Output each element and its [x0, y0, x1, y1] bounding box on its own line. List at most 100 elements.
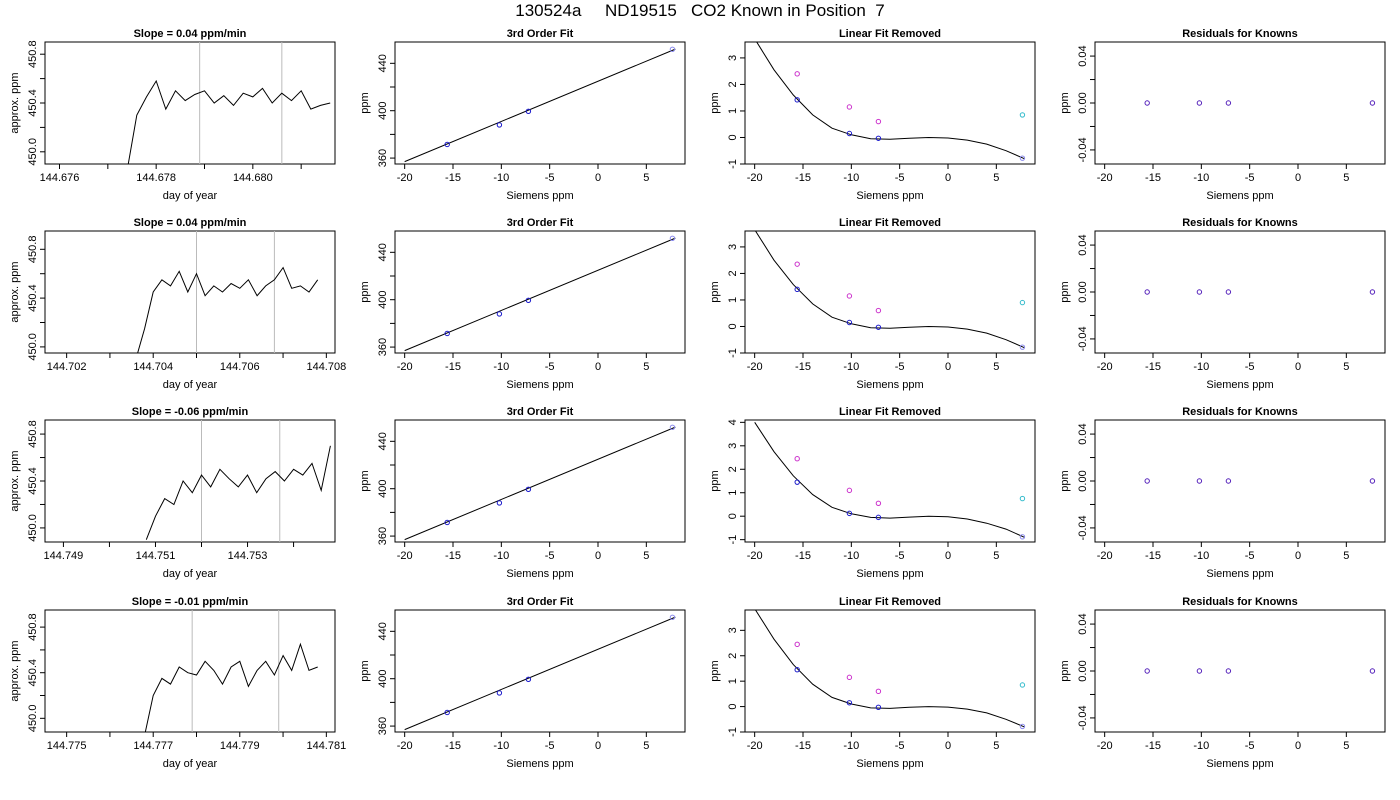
- data-point: [1225, 668, 1232, 674]
- x-tick-label: -15: [1145, 550, 1161, 562]
- data-point: [875, 307, 882, 314]
- x-tick-label: 5: [1343, 361, 1349, 373]
- x-tick-label: 5: [1343, 172, 1349, 184]
- chart-panel: Slope = -0.01 ppm/min 144.775 144.777 144.7…: [9, 596, 346, 770]
- x-tick-label: -15: [795, 361, 811, 373]
- y-axis-label: ppm: [359, 660, 371, 681]
- y-tick-label: 4: [727, 419, 739, 425]
- x-tick-label: 0: [1295, 550, 1301, 562]
- plot-content: [754, 422, 1025, 538]
- plot-area: Residuals for Knowns -20 -15 -10 -5 0 5 -0.04 0.…: [1059, 28, 1386, 202]
- figure-title: 130524a ND19515 CO2 Known in Position 7: [515, 1, 885, 20]
- x-tick-label: -15: [795, 172, 811, 184]
- chart-title: Linear Fit Removed: [839, 217, 941, 229]
- fit-curve: [754, 231, 1025, 349]
- plot-content: [404, 426, 676, 541]
- chart-title: Linear Fit Removed: [839, 406, 941, 418]
- x-tick-label: 144.775: [47, 740, 87, 752]
- data-point: [669, 424, 676, 431]
- data-point: [846, 674, 853, 681]
- data-point: [1144, 289, 1150, 295]
- x-axis-label: Siemens ppm: [856, 190, 923, 202]
- y-tick-label: 0: [727, 704, 739, 710]
- x-tick-label: -10: [843, 172, 859, 184]
- x-tick-label: 144.680: [233, 172, 273, 184]
- y-tick-label: 450.8: [27, 40, 39, 68]
- data-point: [794, 479, 800, 485]
- plot-frame: [394, 419, 686, 543]
- x-tick-label: -20: [1097, 361, 1113, 373]
- data-point: [794, 97, 800, 103]
- x-tick-label: -10: [843, 550, 859, 562]
- fit-curve: [754, 610, 1025, 728]
- y-tick-label: 360: [377, 338, 389, 356]
- plot-content: [145, 420, 331, 542]
- plot-content: [127, 42, 331, 164]
- x-tick-label: 5: [643, 550, 649, 562]
- y-tick-label: 3: [727, 244, 739, 250]
- data-point: [1196, 289, 1203, 295]
- y-tick-label: 440: [377, 243, 389, 261]
- data-point: [1369, 478, 1376, 484]
- x-tick-label: -10: [1193, 740, 1209, 752]
- x-axis-label: Siemens ppm: [856, 758, 923, 770]
- x-tick-label: -20: [397, 361, 413, 373]
- plot-frame: [1094, 41, 1386, 165]
- y-axis-label: ppm: [709, 281, 721, 302]
- x-tick-label: -10: [493, 361, 509, 373]
- x-tick-label: 5: [643, 361, 649, 373]
- y-tick-label: 400: [377, 670, 389, 688]
- fit-line: [404, 237, 676, 352]
- y-tick-label: 400: [377, 102, 389, 120]
- data-point: [846, 104, 853, 110]
- series-line: [144, 642, 318, 732]
- x-tick-label: 0: [1295, 361, 1301, 373]
- x-tick-label: 144.753: [228, 550, 268, 562]
- y-tick-label: 2: [727, 466, 739, 472]
- plot-frame: [744, 609, 1036, 733]
- data-point: [1369, 289, 1376, 295]
- x-tick-label: 144.781: [306, 740, 346, 752]
- x-axis-label: Siemens ppm: [1206, 190, 1273, 202]
- chart-panel: Linear Fit Removed-20 -15 -10 -5 0 5-101234Si…: [709, 406, 1036, 580]
- x-tick-label: 144.708: [306, 361, 346, 373]
- x-tick-label: -20: [1097, 550, 1113, 562]
- data-point: [525, 108, 532, 114]
- y-tick-label: 360: [377, 527, 389, 545]
- data-point: [875, 688, 882, 695]
- y-tick-label: 0.00: [1077, 470, 1089, 491]
- chart-title: Linear Fit Removed: [839, 596, 941, 608]
- plot-content: [404, 237, 676, 352]
- x-tick-label: 5: [1343, 550, 1349, 562]
- data-point: [875, 704, 882, 711]
- chart-panel: Slope = 0.04 ppm/min 144.702 144.704 144.70…: [9, 217, 346, 391]
- x-tick-label: -15: [1145, 172, 1161, 184]
- data-point: [1144, 668, 1150, 674]
- x-tick-label: -5: [895, 172, 905, 184]
- plot-area: Linear Fit Removed-20 -15 -10 -5 0 5-10123Sie…: [709, 28, 1036, 202]
- y-tick-label: 1: [727, 490, 739, 496]
- y-axis-label: approx. ppm: [9, 261, 21, 322]
- y-tick-label: -1: [727, 727, 739, 737]
- x-tick-label: -15: [795, 740, 811, 752]
- x-tick-label: -5: [895, 550, 905, 562]
- y-tick-label: 450.4: [27, 284, 39, 312]
- chart-title: Residuals for Knowns: [1182, 217, 1298, 229]
- chart-title: Residuals for Knowns: [1182, 596, 1298, 608]
- chart-title: Slope = -0.01 ppm/min: [132, 596, 249, 608]
- y-tick-label: 1: [727, 678, 739, 684]
- plot-area: Slope = 0.04 ppm/min 144.676 144.678 144.68…: [9, 28, 336, 202]
- data-point: [1019, 112, 1026, 118]
- data-point: [1225, 289, 1232, 295]
- plot-content: [756, 42, 1025, 160]
- data-point: [794, 71, 800, 77]
- data-point: [1196, 668, 1203, 674]
- y-tick-label: 3: [727, 627, 739, 633]
- chart-panel: Linear Fit Removed-20 -15 -10 -5 0 5-10123Sie…: [709, 596, 1036, 770]
- data-point: [669, 235, 676, 242]
- chart-panel: 3rd Order Fit -20 -15 -10 -5 0 5 360 400 440 Sieme…: [359, 217, 686, 391]
- data-point: [1019, 682, 1026, 688]
- plot-area: Residuals for Knowns -20 -15 -10 -5 0 5 -0.04 0.…: [1059, 406, 1386, 580]
- data-point: [1019, 299, 1026, 306]
- plot-frame: [394, 41, 686, 165]
